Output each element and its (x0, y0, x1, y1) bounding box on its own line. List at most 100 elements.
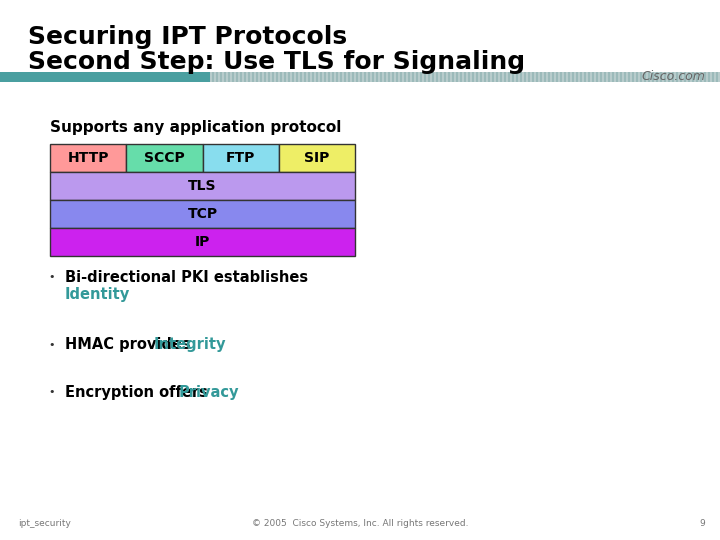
Bar (648, 72, 650, 82)
Bar (708, 72, 710, 82)
Text: SCCP: SCCP (144, 151, 185, 165)
Text: Bi-directional PKI establishes: Bi-directional PKI establishes (65, 269, 308, 285)
Bar (336, 72, 338, 82)
Bar (352, 72, 354, 82)
Bar (620, 72, 622, 82)
Text: •: • (49, 272, 55, 282)
Bar (616, 72, 618, 82)
Bar (716, 72, 718, 82)
Bar (584, 72, 586, 82)
Text: IP: IP (195, 235, 210, 249)
Bar (560, 72, 562, 82)
Bar (556, 72, 558, 82)
Bar (660, 72, 662, 82)
Text: SIP: SIP (304, 151, 330, 165)
Text: •: • (49, 340, 55, 350)
Bar (126, 144, 202, 172)
Bar (460, 72, 462, 82)
Bar (332, 72, 334, 82)
Bar (236, 72, 238, 82)
Bar (524, 72, 526, 82)
Bar (416, 72, 418, 82)
Bar (372, 72, 374, 82)
Bar (520, 72, 522, 82)
Bar (392, 72, 394, 82)
Bar (624, 72, 626, 82)
Bar (588, 72, 590, 82)
Bar (50, 144, 126, 172)
Bar (320, 72, 322, 82)
Bar (304, 72, 306, 82)
Bar (472, 72, 474, 82)
Bar (368, 72, 370, 82)
Bar (468, 72, 470, 82)
Text: FTP: FTP (226, 151, 256, 165)
Text: TCP: TCP (187, 207, 217, 221)
Bar (652, 72, 654, 82)
Text: HMAC provides: HMAC provides (65, 338, 196, 353)
Bar (308, 72, 310, 82)
Bar (272, 72, 274, 82)
Text: •: • (49, 387, 55, 397)
Bar (280, 72, 282, 82)
Bar (516, 72, 518, 82)
Bar (344, 72, 346, 82)
Bar (404, 72, 406, 82)
Bar (448, 72, 450, 82)
Bar (388, 72, 390, 82)
Bar (360, 72, 362, 82)
Bar (400, 72, 402, 82)
Bar (612, 72, 614, 82)
Bar (244, 72, 246, 82)
Bar (676, 72, 678, 82)
Bar (216, 72, 218, 82)
Bar (628, 72, 630, 82)
Bar (528, 72, 530, 82)
Bar (568, 72, 570, 82)
Bar (696, 72, 698, 82)
Bar (312, 72, 314, 82)
Bar (50, 228, 355, 256)
Bar (252, 72, 254, 82)
Text: Encryption offers: Encryption offers (65, 384, 213, 400)
Bar (284, 72, 286, 82)
Bar (488, 72, 490, 82)
Bar (420, 72, 422, 82)
Bar (700, 72, 702, 82)
Bar (580, 72, 582, 82)
Bar (228, 72, 230, 82)
Bar (340, 72, 342, 82)
Text: Supports any application protocol: Supports any application protocol (50, 120, 341, 135)
Bar (484, 72, 486, 82)
Text: Second Step: Use TLS for Signaling: Second Step: Use TLS for Signaling (28, 50, 525, 74)
Bar (476, 72, 478, 82)
Text: Securing IPT Protocols: Securing IPT Protocols (28, 25, 347, 49)
Bar (232, 72, 234, 82)
Bar (664, 72, 666, 82)
Bar (496, 72, 498, 82)
Bar (572, 72, 574, 82)
Bar (324, 72, 326, 82)
Bar (380, 72, 382, 82)
Bar (504, 72, 506, 82)
Bar (224, 72, 226, 82)
Bar (0, 72, 210, 82)
Bar (50, 200, 355, 228)
Bar (508, 72, 510, 82)
Text: © 2005  Cisco Systems, Inc. All rights reserved.: © 2005 Cisco Systems, Inc. All rights re… (252, 519, 468, 528)
Text: Identity: Identity (65, 287, 130, 302)
Text: HTTP: HTTP (68, 151, 109, 165)
Bar (279, 144, 355, 172)
Bar (596, 72, 598, 82)
Bar (316, 72, 318, 82)
Text: ipt_security: ipt_security (18, 519, 71, 528)
Bar (632, 72, 634, 82)
Bar (424, 72, 426, 82)
Bar (396, 72, 398, 82)
Bar (536, 72, 538, 82)
Bar (552, 72, 554, 82)
Bar (328, 72, 330, 82)
Bar (444, 72, 446, 82)
Bar (376, 72, 378, 82)
Bar (240, 72, 242, 82)
